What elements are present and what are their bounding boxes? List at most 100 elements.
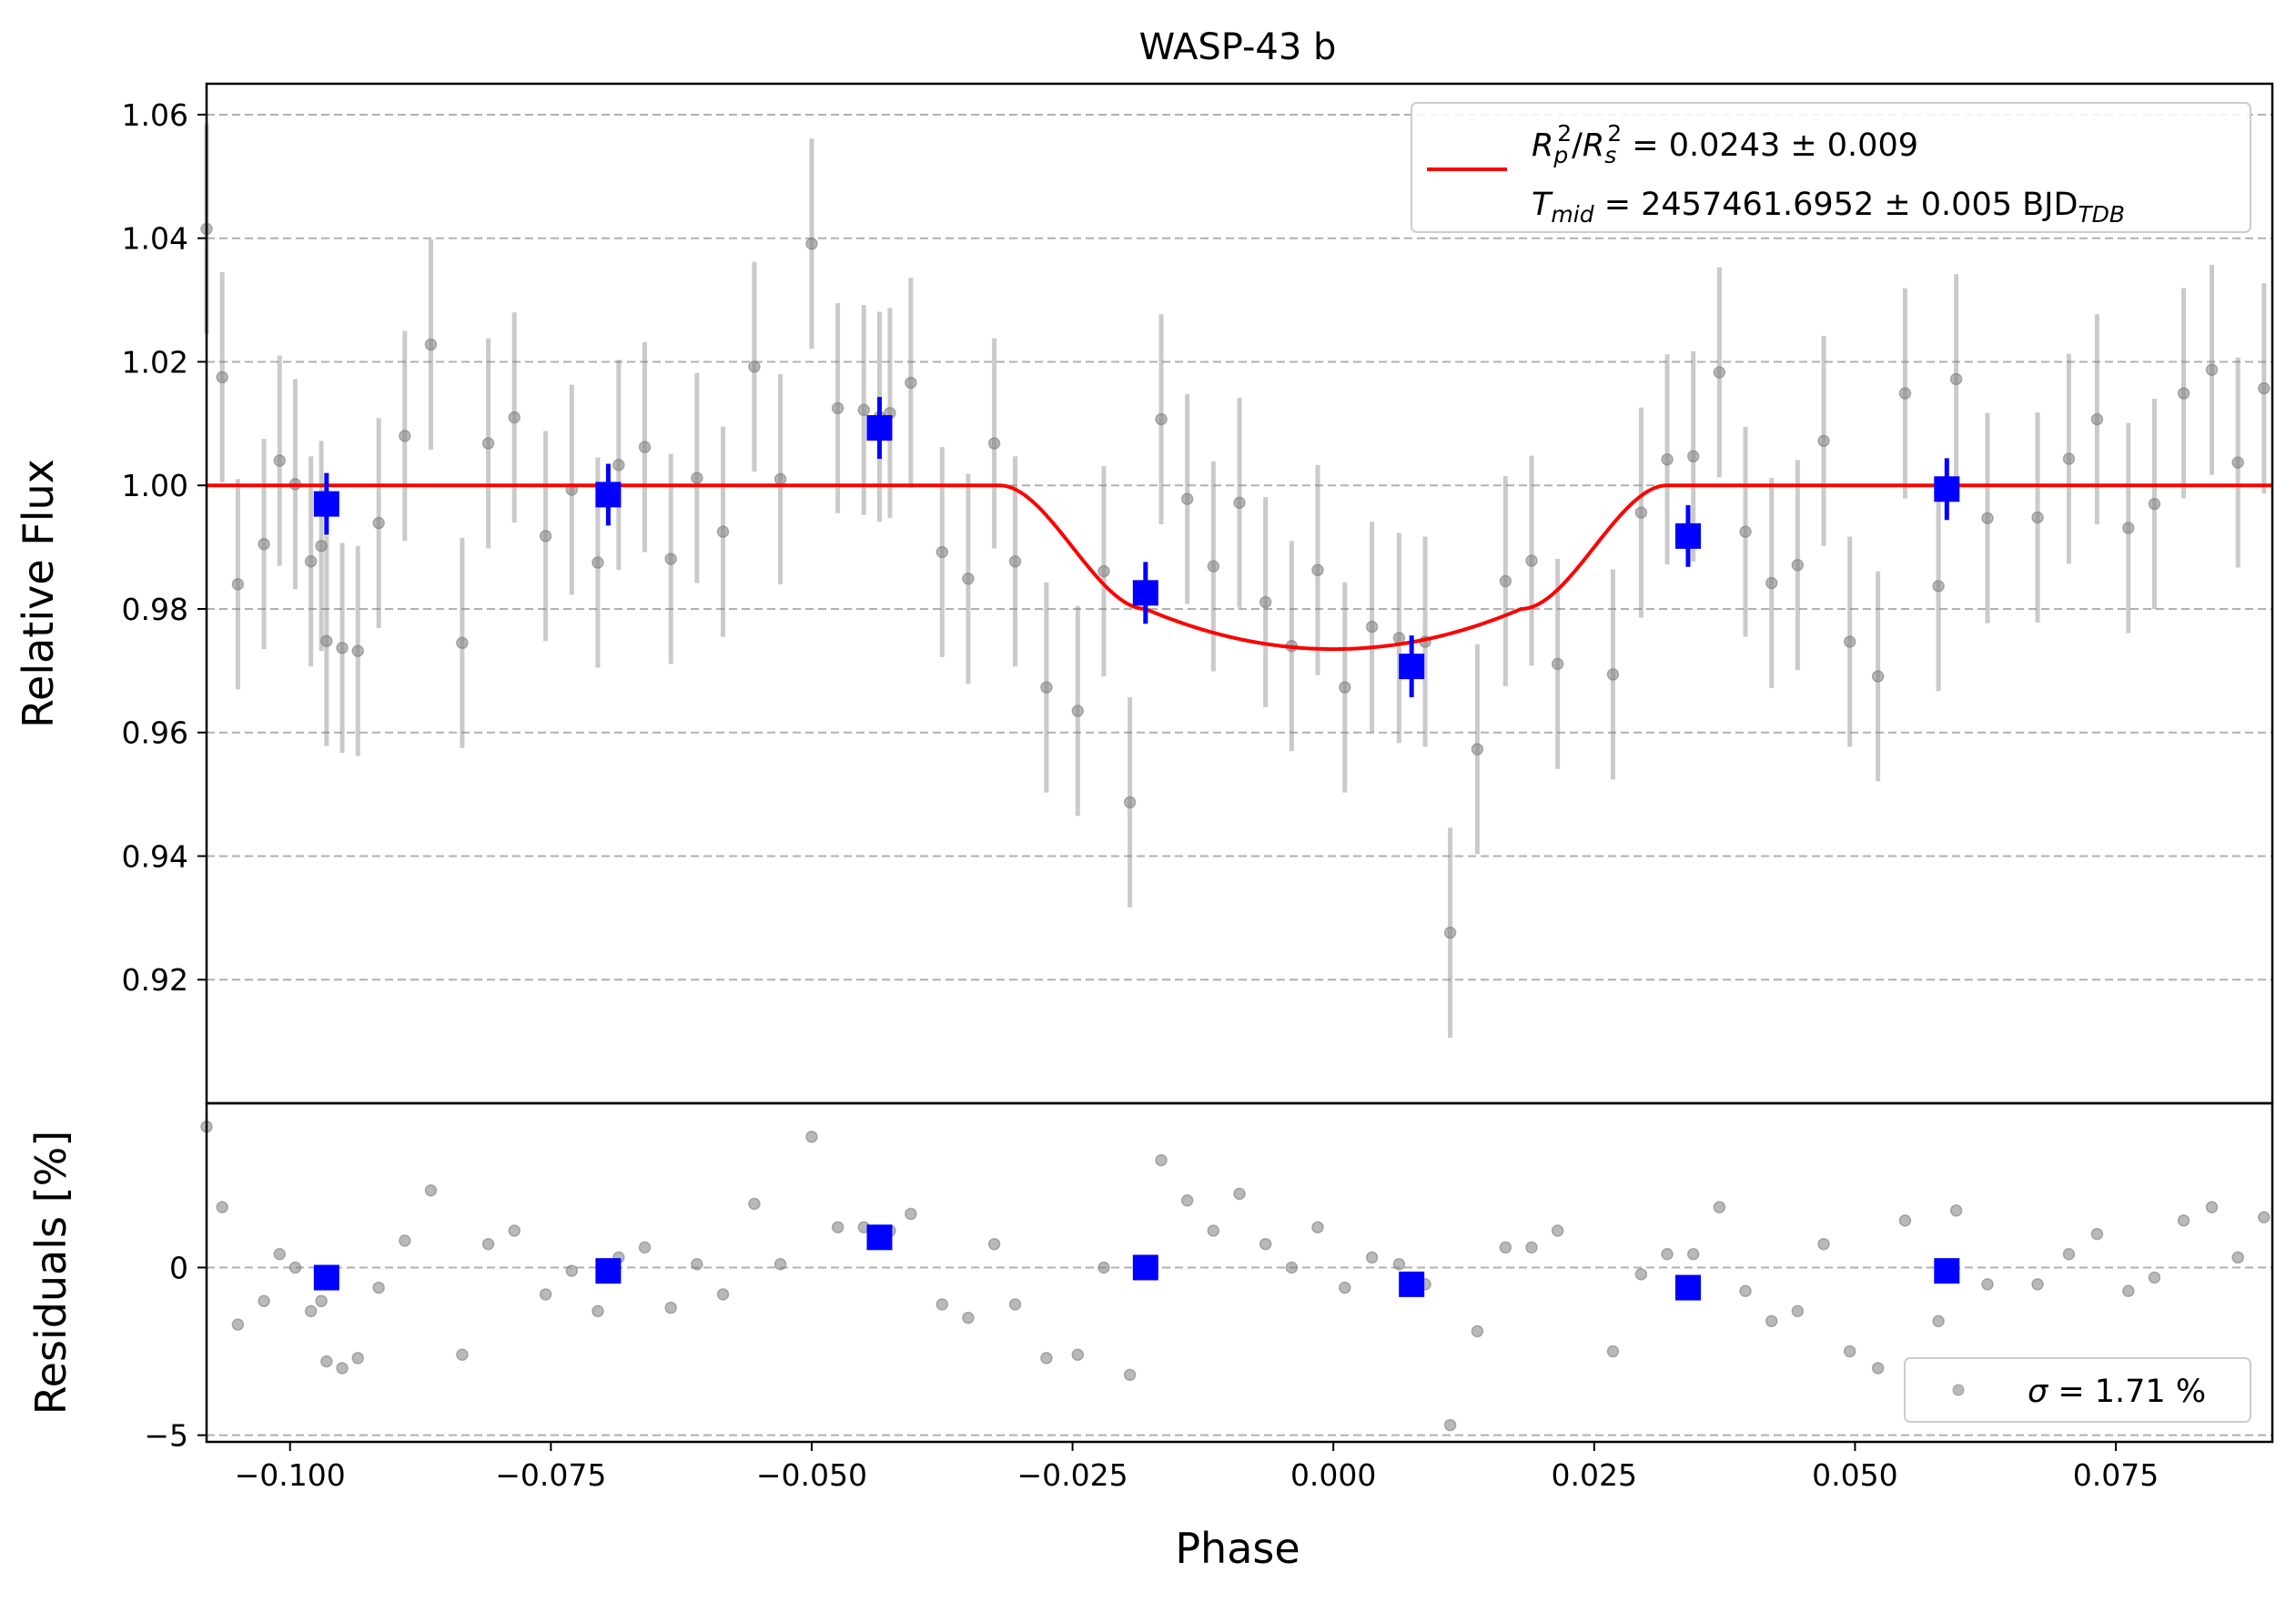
flux-raw-point [231, 578, 245, 591]
residuals-raw-point [508, 1224, 521, 1237]
flux-raw-point [1871, 670, 1885, 683]
flux-legend: Rp2/Rs2 = 0.0243 ± 0.009 Tmid = 2457461.… [1411, 102, 2251, 233]
residuals-y-tick-label: −5 [144, 1418, 188, 1454]
residuals-raw-point [1765, 1314, 1778, 1328]
residuals-raw-point [1155, 1153, 1168, 1167]
residuals-panel-frame [205, 1101, 2274, 1444]
residuals-raw-points [200, 1121, 2271, 1432]
flux-raw-point [1339, 681, 1351, 694]
residuals-raw-point [336, 1362, 349, 1375]
residuals-raw-point [1606, 1344, 1620, 1358]
flux-binned-points [313, 415, 1960, 680]
residuals-raw-point [1817, 1237, 1830, 1251]
residuals-raw-point [565, 1264, 579, 1277]
residuals-raw-point [1791, 1304, 1805, 1318]
flux-raw-point [1686, 450, 1700, 463]
flux-raw-point [273, 454, 287, 467]
flux-raw-point [1817, 434, 1830, 448]
flux-raw-point [774, 472, 787, 486]
flux-raw-point [1932, 580, 1945, 593]
residuals-legend: σ = 1.71 % [1904, 1357, 2251, 1423]
transit-model-line [207, 483, 2272, 652]
residuals-raw-point [1392, 1258, 1406, 1271]
residuals-raw-point [1551, 1224, 1564, 1237]
flux-raw-point [424, 338, 438, 351]
flux-legend-box [1411, 102, 2251, 233]
residuals-raw-point [1365, 1251, 1379, 1264]
flux-raw-point [1207, 560, 1220, 573]
flux-raw-point [2031, 511, 2044, 524]
flux-raw-point [320, 634, 333, 648]
flux-legend-mid-time: Tmid = 2457461.6952 ± 0.005 BJDTDB [1532, 187, 2125, 228]
flux-raw-point [2148, 497, 2161, 511]
residuals-binned-point [1934, 1258, 1960, 1284]
flux-raw-point [1499, 574, 1512, 588]
residuals-raw-point [2205, 1201, 2219, 1213]
flux-raw-point [805, 238, 818, 250]
flux-y-tick-label: 0.94 [122, 838, 188, 874]
flux-raw-point [691, 472, 703, 484]
flux-raw-point [1123, 796, 1137, 809]
flux-raw-point [1365, 620, 1379, 634]
phase-x-tick-label: 0.025 [1552, 1457, 1637, 1493]
residuals-raw-point [1661, 1247, 1674, 1261]
flux-raw-point [1097, 564, 1110, 578]
residuals-raw-point [351, 1352, 364, 1365]
residuals-raw-point [539, 1288, 552, 1301]
residuals-raw-point [231, 1318, 245, 1331]
residuals-binned-point [313, 1264, 339, 1291]
flux-raw-point [592, 556, 604, 569]
flux-raw-point [1949, 372, 1963, 386]
flux-panel: 0.92 0.94 0.96 0.98 1.00 1.02 1.04 1.06 Relativ… [14, 82, 2274, 1105]
residuals-binned-point [866, 1224, 893, 1251]
residuals-legend-marker [1952, 1384, 1965, 1396]
residuals-binned-point [1399, 1271, 1425, 1297]
residuals-raw-point [1981, 1278, 1994, 1291]
phase-x-tick-label: −0.050 [756, 1457, 867, 1493]
residuals-raw-point [2031, 1278, 2044, 1291]
flux-raw-point [1791, 559, 1805, 572]
flux-raw-point [1155, 412, 1168, 426]
flux-y-tick-label: 0.96 [122, 715, 188, 751]
residuals-raw-point [1525, 1241, 1538, 1254]
residuals-raw-point [216, 1201, 228, 1213]
residuals-raw-point [1713, 1201, 1726, 1213]
flux-raw-point [1180, 492, 1194, 505]
flux-raw-point [2205, 363, 2219, 377]
flux-binned-point [1934, 476, 1960, 502]
residuals-raw-point [2148, 1271, 2161, 1284]
flux-raw-point [936, 545, 949, 559]
residuals-binned-point [1674, 1274, 1701, 1301]
residuals-binned-point [595, 1258, 622, 1284]
residuals-raw-point [1871, 1362, 1885, 1375]
flux-raw-point [1898, 387, 1912, 400]
phase-x-tick-label: −0.100 [235, 1457, 346, 1493]
residuals-raw-point [456, 1348, 469, 1361]
flux-binned-point [1132, 580, 1158, 606]
residuals-raw-point [962, 1311, 975, 1324]
flux-binned-point [866, 415, 893, 441]
flux-raw-point [258, 537, 270, 551]
flux-raw-point [481, 437, 495, 450]
residuals-raw-point [2122, 1284, 2135, 1298]
residuals-raw-point [2231, 1251, 2244, 1264]
flux-binned-point [313, 491, 339, 517]
flux-gridlines [207, 113, 2272, 981]
flux-y-tick-label: 0.92 [122, 962, 188, 998]
flux-raw-point [372, 516, 385, 530]
flux-raw-point [1259, 595, 1272, 609]
flux-legend-radius-ratio: Rp2/Rs2 = 0.0243 ± 0.009 [1532, 120, 1918, 168]
flux-raw-point [539, 530, 552, 543]
flux-raw-point [315, 539, 328, 553]
flux-raw-point [1634, 506, 1648, 519]
flux-raw-point [1008, 554, 1022, 568]
residuals-raw-point [481, 1237, 495, 1251]
phase-x-axis-label: Phase [1175, 1524, 1300, 1573]
residuals-raw-point [1843, 1344, 1856, 1358]
residuals-raw-point [1008, 1298, 1022, 1311]
residuals-raw-point [691, 1258, 703, 1271]
residuals-raw-point [1898, 1214, 1912, 1227]
residuals-binned-point [1132, 1254, 1158, 1281]
residuals-raw-point [1097, 1261, 1110, 1274]
